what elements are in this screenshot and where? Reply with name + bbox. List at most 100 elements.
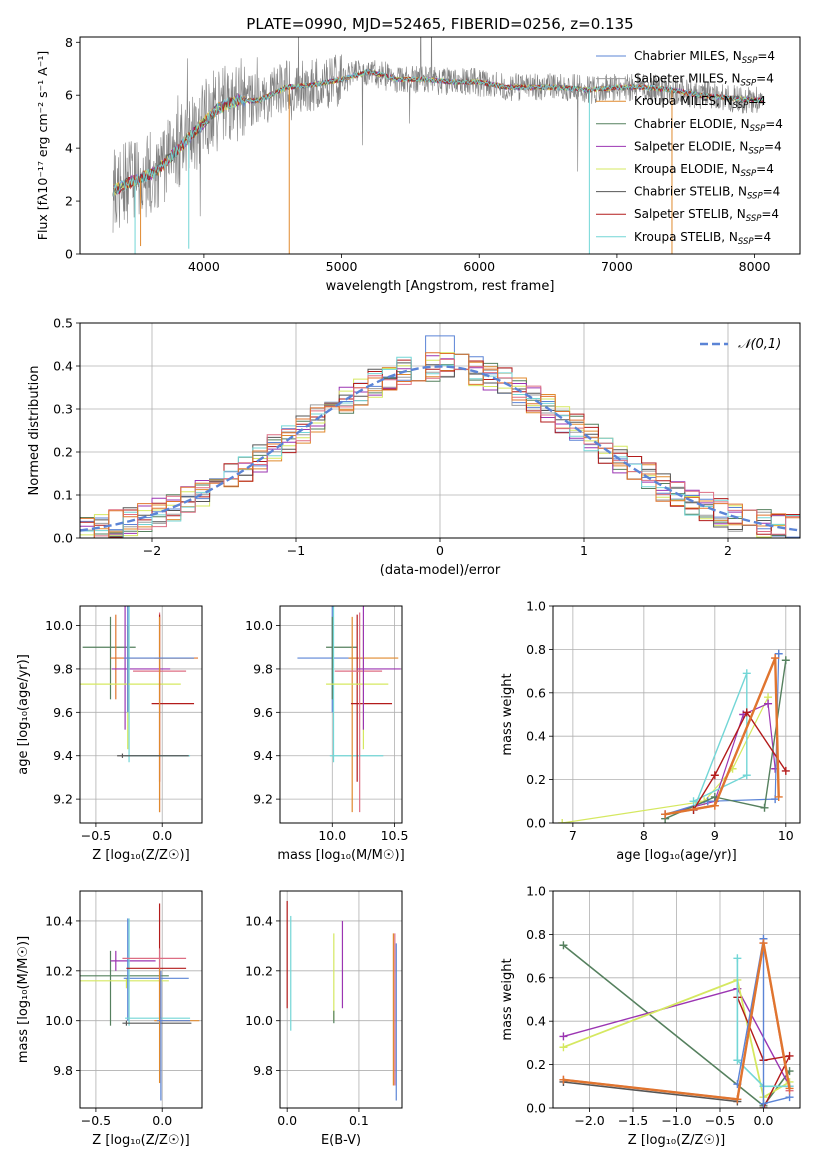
y-tick-label: 0.8 — [526, 642, 546, 657]
weight-marker — [559, 1032, 568, 1041]
weight-marker — [764, 699, 773, 708]
spectrum-legend: Chabrier MILES, NSSP=4 Salpeter MILES, NS… — [596, 49, 783, 247]
y-tick-label: 0.0 — [53, 531, 73, 546]
weight-marker — [771, 654, 780, 663]
legend-entry: Salpeter STELIB, NSSP=4 — [634, 207, 779, 224]
age_vs_mass-axes: 10.0 10.5 9.2 9.4 9.6 9.8 10.0 mass [log₁₀(M/M☉… — [245, 606, 408, 863]
y-tick-label: 10.4 — [245, 913, 273, 928]
weight-marker — [785, 1084, 794, 1093]
weight-marker — [559, 941, 568, 950]
y-tick-label: 10.0 — [45, 618, 73, 633]
age_vs_z-axes: −0.5 0.0 9.2 9.4 9.6 9.8 10.0 Z [log₁₀(Z/Z☉)] ag… — [16, 606, 202, 863]
y-tick-label: 6 — [65, 88, 73, 103]
x-tick-label: 7000 — [601, 259, 633, 274]
errorbar-point — [348, 616, 399, 813]
weight-marker — [733, 1056, 742, 1065]
mass_vs_z-plot-area — [80, 903, 200, 1101]
x-tick-label: −1 — [287, 543, 305, 558]
y-tick-label: 0 — [65, 247, 73, 262]
weight-marker — [742, 669, 751, 678]
weight-marker — [661, 810, 670, 819]
weight-marker — [558, 819, 567, 823]
legend-entry: 𝒩(0,1) — [738, 337, 781, 352]
errorbar-point — [80, 950, 169, 1026]
x-tick-label: 0.1 — [349, 1113, 369, 1128]
panels: 4000 5000 6000 7000 8000 0 2 4 6 8 wavelength [Ang… — [16, 35, 801, 1148]
y-tick-label: 0.3 — [53, 402, 73, 417]
weight-marker — [689, 797, 698, 806]
errorbar-point — [357, 606, 401, 730]
y-tick-label: 9.8 — [253, 661, 273, 676]
weight_vs_z-frame — [552, 890, 801, 1109]
weight-marker — [774, 649, 783, 658]
y-tick-label: 0.0 — [526, 816, 546, 831]
observed-spectrum-line — [112, 37, 763, 233]
x-axis-label: age [log₁₀(age/yr)] — [616, 848, 737, 863]
y-tick-label: 0.4 — [53, 359, 73, 374]
legend-entry: Salpeter ELODIE, NSSP=4 — [634, 139, 782, 156]
residuals-plot-area — [80, 335, 800, 538]
histogram-step — [80, 352, 800, 538]
age_vs_mass-plot-area — [297, 606, 401, 813]
y-tick-label: 1.0 — [526, 884, 546, 899]
legend-entry: Salpeter MILES, NSSP=4 — [634, 72, 774, 89]
x-tick-label: −0.5 — [81, 1113, 111, 1128]
x-tick-label: 10.5 — [381, 828, 409, 843]
x-tick-label: −0.5 — [81, 828, 111, 843]
y-tick-label: 0.6 — [526, 970, 546, 985]
x-tick-label: 0 — [436, 543, 444, 558]
errorbar-point — [122, 948, 187, 969]
gaussian-curve — [80, 365, 800, 532]
x-axis-label: (data-model)/error — [380, 563, 501, 578]
weight-marker — [710, 801, 719, 810]
weight-marker — [733, 1095, 742, 1104]
x-axis-label: Z [log₁₀(Z/Z☉)] — [92, 1133, 189, 1148]
y-tick-label: 9.4 — [53, 748, 73, 763]
y-tick-label: 10.0 — [45, 1013, 73, 1028]
x-axis-label: Z [log₁₀(Z/Z☉)] — [628, 1133, 725, 1148]
mass_vs_z-axes: −0.5 0.0 9.8 10.0 10.2 10.4 Z [log₁₀(Z/Z☉)] mas… — [16, 891, 202, 1148]
y-tick-label: 8 — [65, 35, 73, 50]
weight-line — [563, 1081, 738, 1103]
errorbar-point — [125, 918, 191, 1026]
mass_vs_ebv-axes: 0.0 0.1 9.8 10.0 10.2 10.4 E(B-V) — [245, 891, 402, 1148]
residuals-axes: −2 −1 0 1 2 0.0 0.1 0.2 0.3 0.4 0.5 (data-model)/er… — [27, 316, 800, 578]
x-tick-label: 2 — [724, 543, 732, 558]
weight-line — [562, 696, 769, 823]
mass_vs_ebv-frame — [279, 890, 403, 1109]
y-tick-label: 0.5 — [53, 316, 73, 331]
y-tick-label: 4 — [65, 141, 73, 156]
y-tick-label: 1.0 — [526, 599, 546, 614]
weight-marker — [742, 708, 751, 717]
errorbar-point — [334, 612, 383, 813]
y-tick-label: 0.8 — [526, 927, 546, 942]
errorbar-point — [151, 614, 195, 782]
weight_vs_z-plot-area — [559, 934, 794, 1108]
y-tick-label: 9.8 — [53, 1063, 73, 1078]
weight-marker — [733, 954, 742, 963]
legend-entry: Kroupa ELODIE, NSSP=4 — [634, 162, 774, 179]
y-tick-label: 0.2 — [526, 772, 546, 787]
figure-title: PLATE=0990, MJD=52465, FIBERID=0256, z=0… — [246, 15, 633, 33]
x-tick-label: −2 — [143, 543, 161, 558]
x-tick-label: 0.0 — [152, 828, 172, 843]
residuals-frame — [79, 322, 801, 539]
x-tick-label: 8000 — [739, 259, 771, 274]
y-tick-label: 10.2 — [45, 963, 73, 978]
legend-entry: Kroupa STELIB, NSSP=4 — [634, 230, 771, 247]
x-tick-label: 9 — [711, 828, 719, 843]
y-tick-label: 9.6 — [53, 705, 73, 720]
weight-marker — [559, 1043, 568, 1052]
age_vs_mass-frame — [279, 605, 403, 824]
y-tick-label: 10.0 — [245, 618, 273, 633]
x-tick-label: −2.0 — [574, 1113, 604, 1128]
legend-entry: Chabrier ELODIE, NSSP=4 — [634, 117, 783, 134]
x-tick-label: −1.0 — [661, 1113, 691, 1128]
weight-marker — [781, 766, 790, 775]
y-tick-label: 9.6 — [253, 705, 273, 720]
weight-line — [664, 656, 780, 816]
errorbar-point — [117, 753, 189, 758]
y-tick-label: 2 — [65, 194, 73, 209]
x-tick-label: −0.5 — [705, 1113, 735, 1128]
weight-line — [736, 958, 790, 1088]
